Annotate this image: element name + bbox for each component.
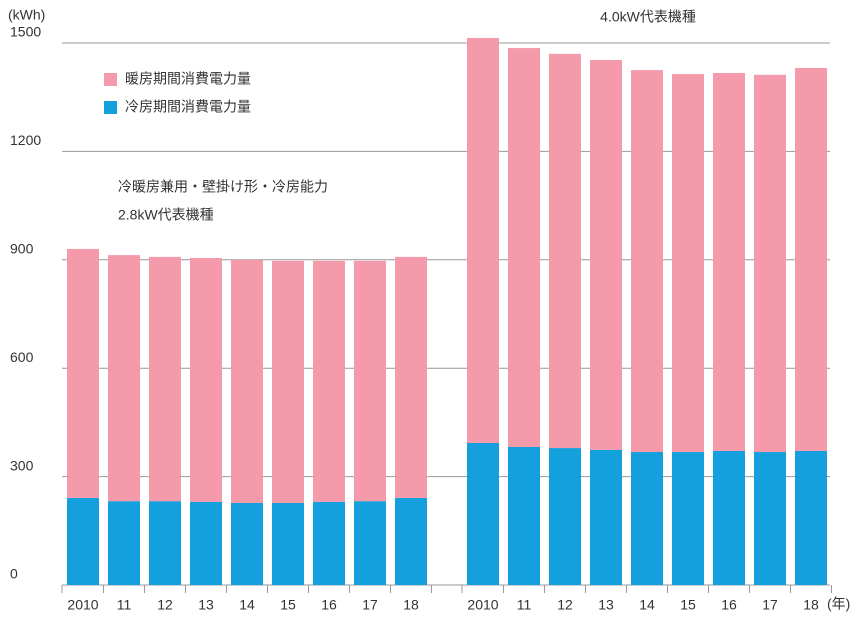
x-tick-label: 17 [362, 597, 378, 613]
bar-segment [395, 256, 427, 498]
y-axis-label: (kWh) [8, 7, 45, 23]
bar-segment [313, 260, 345, 502]
bar-segment [549, 448, 581, 585]
bar-segment [108, 501, 140, 585]
x-tick-label: 2010 [67, 597, 98, 613]
y-tick-label: 900 [10, 241, 34, 257]
bar-segment [231, 502, 263, 585]
x-tick-label: 14 [639, 597, 655, 613]
bar-segment [795, 67, 827, 451]
bar-segment [272, 260, 304, 503]
y-tick-label: 1500 [10, 24, 41, 40]
bar-segment [508, 48, 540, 447]
y-tick-label: 0 [10, 566, 18, 582]
x-tick-label: 16 [321, 597, 337, 613]
bar-segment [272, 502, 304, 585]
y-tick-label: 600 [10, 349, 34, 365]
x-tick-label: 18 [803, 597, 819, 613]
bar-segment [754, 452, 786, 585]
bar-segment [631, 452, 663, 585]
x-axis-label: (年) [827, 596, 850, 612]
bar-segment [467, 442, 499, 585]
bar-segment [67, 248, 99, 498]
x-tick-label: 13 [598, 597, 614, 613]
bar-segment [313, 501, 345, 585]
legend-swatch [104, 73, 117, 86]
x-tick-label: 11 [117, 597, 132, 613]
bar-segment [108, 255, 140, 502]
annotation: 冷暖房兼用・壁掛け形・冷房能力 [118, 179, 328, 195]
x-tick-label: 15 [280, 597, 296, 613]
bar-segment [190, 501, 222, 585]
x-tick-label: 12 [557, 597, 573, 613]
x-tick-label: 16 [721, 597, 737, 613]
bar-segment [508, 446, 540, 585]
annotation: 2.8kW代表機種 [118, 207, 214, 223]
bar-segment [149, 256, 181, 502]
y-tick-label: 1200 [10, 132, 41, 148]
legend-label: 冷房期間消費電力量 [125, 99, 251, 115]
bar-segment [190, 257, 222, 502]
bar-segment [395, 497, 427, 585]
x-tick-label: 15 [680, 597, 696, 613]
x-tick-label: 11 [517, 597, 532, 613]
x-tick-label: 17 [762, 597, 778, 613]
bar-segment [590, 449, 622, 585]
bar-segment [467, 37, 499, 443]
y-tick-label: 300 [10, 457, 34, 473]
bar-segment [795, 450, 827, 585]
x-tick-label: 18 [403, 597, 419, 613]
bar-segment [590, 59, 622, 450]
bar-segment [713, 72, 745, 451]
bar-segment [672, 74, 704, 453]
bar-segment [231, 259, 263, 503]
bar-segment [67, 497, 99, 585]
x-tick-label: 14 [239, 597, 255, 613]
bar-segment [549, 53, 581, 449]
bar-segment [672, 452, 704, 585]
bar-segment [754, 74, 786, 453]
bar-segment [149, 501, 181, 585]
x-tick-label: 13 [198, 597, 214, 613]
bar-segment [713, 450, 745, 585]
annotation: 4.0kW代表機種 [600, 9, 696, 25]
bar-segment [354, 501, 386, 585]
bar-segment [354, 260, 386, 502]
x-tick-label: 12 [157, 597, 173, 613]
bar-segment [631, 70, 663, 453]
x-tick-label: 2010 [467, 597, 498, 613]
legend-swatch [104, 101, 117, 114]
legend-label: 暖房期間消費電力量 [125, 71, 251, 87]
